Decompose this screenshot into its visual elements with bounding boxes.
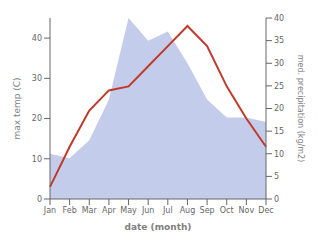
svg-text:Mar: Mar bbox=[82, 206, 98, 215]
svg-text:25: 25 bbox=[274, 82, 284, 91]
svg-text:30: 30 bbox=[274, 59, 284, 68]
svg-text:max temp (C): max temp (C) bbox=[12, 77, 22, 139]
svg-text:Jul: Jul bbox=[162, 206, 173, 215]
svg-text:Nov: Nov bbox=[239, 206, 255, 215]
svg-text:40: 40 bbox=[32, 34, 42, 43]
svg-text:0: 0 bbox=[274, 195, 279, 204]
svg-text:Jun: Jun bbox=[141, 206, 155, 215]
svg-text:30: 30 bbox=[32, 74, 42, 83]
svg-text:Oct: Oct bbox=[220, 206, 234, 215]
svg-text:35: 35 bbox=[274, 36, 284, 45]
svg-text:Apr: Apr bbox=[102, 206, 117, 215]
svg-text:40: 40 bbox=[274, 14, 284, 23]
svg-text:Sep: Sep bbox=[200, 206, 215, 215]
svg-text:Dec: Dec bbox=[258, 206, 273, 215]
svg-text:Aug: Aug bbox=[180, 206, 196, 215]
svg-text:May: May bbox=[120, 206, 137, 215]
svg-text:10: 10 bbox=[274, 150, 284, 159]
svg-text:10: 10 bbox=[32, 155, 42, 164]
svg-text:Feb: Feb bbox=[63, 206, 77, 215]
svg-text:5: 5 bbox=[274, 172, 279, 181]
svg-text:0: 0 bbox=[37, 195, 42, 204]
svg-text:20: 20 bbox=[274, 104, 284, 113]
svg-text:med. precipitation (kg/m2): med. precipitation (kg/m2) bbox=[296, 55, 305, 162]
svg-text:date (month): date (month) bbox=[125, 222, 192, 232]
svg-text:Jan: Jan bbox=[43, 206, 56, 215]
svg-text:20: 20 bbox=[32, 114, 42, 123]
svg-text:15: 15 bbox=[274, 127, 284, 136]
